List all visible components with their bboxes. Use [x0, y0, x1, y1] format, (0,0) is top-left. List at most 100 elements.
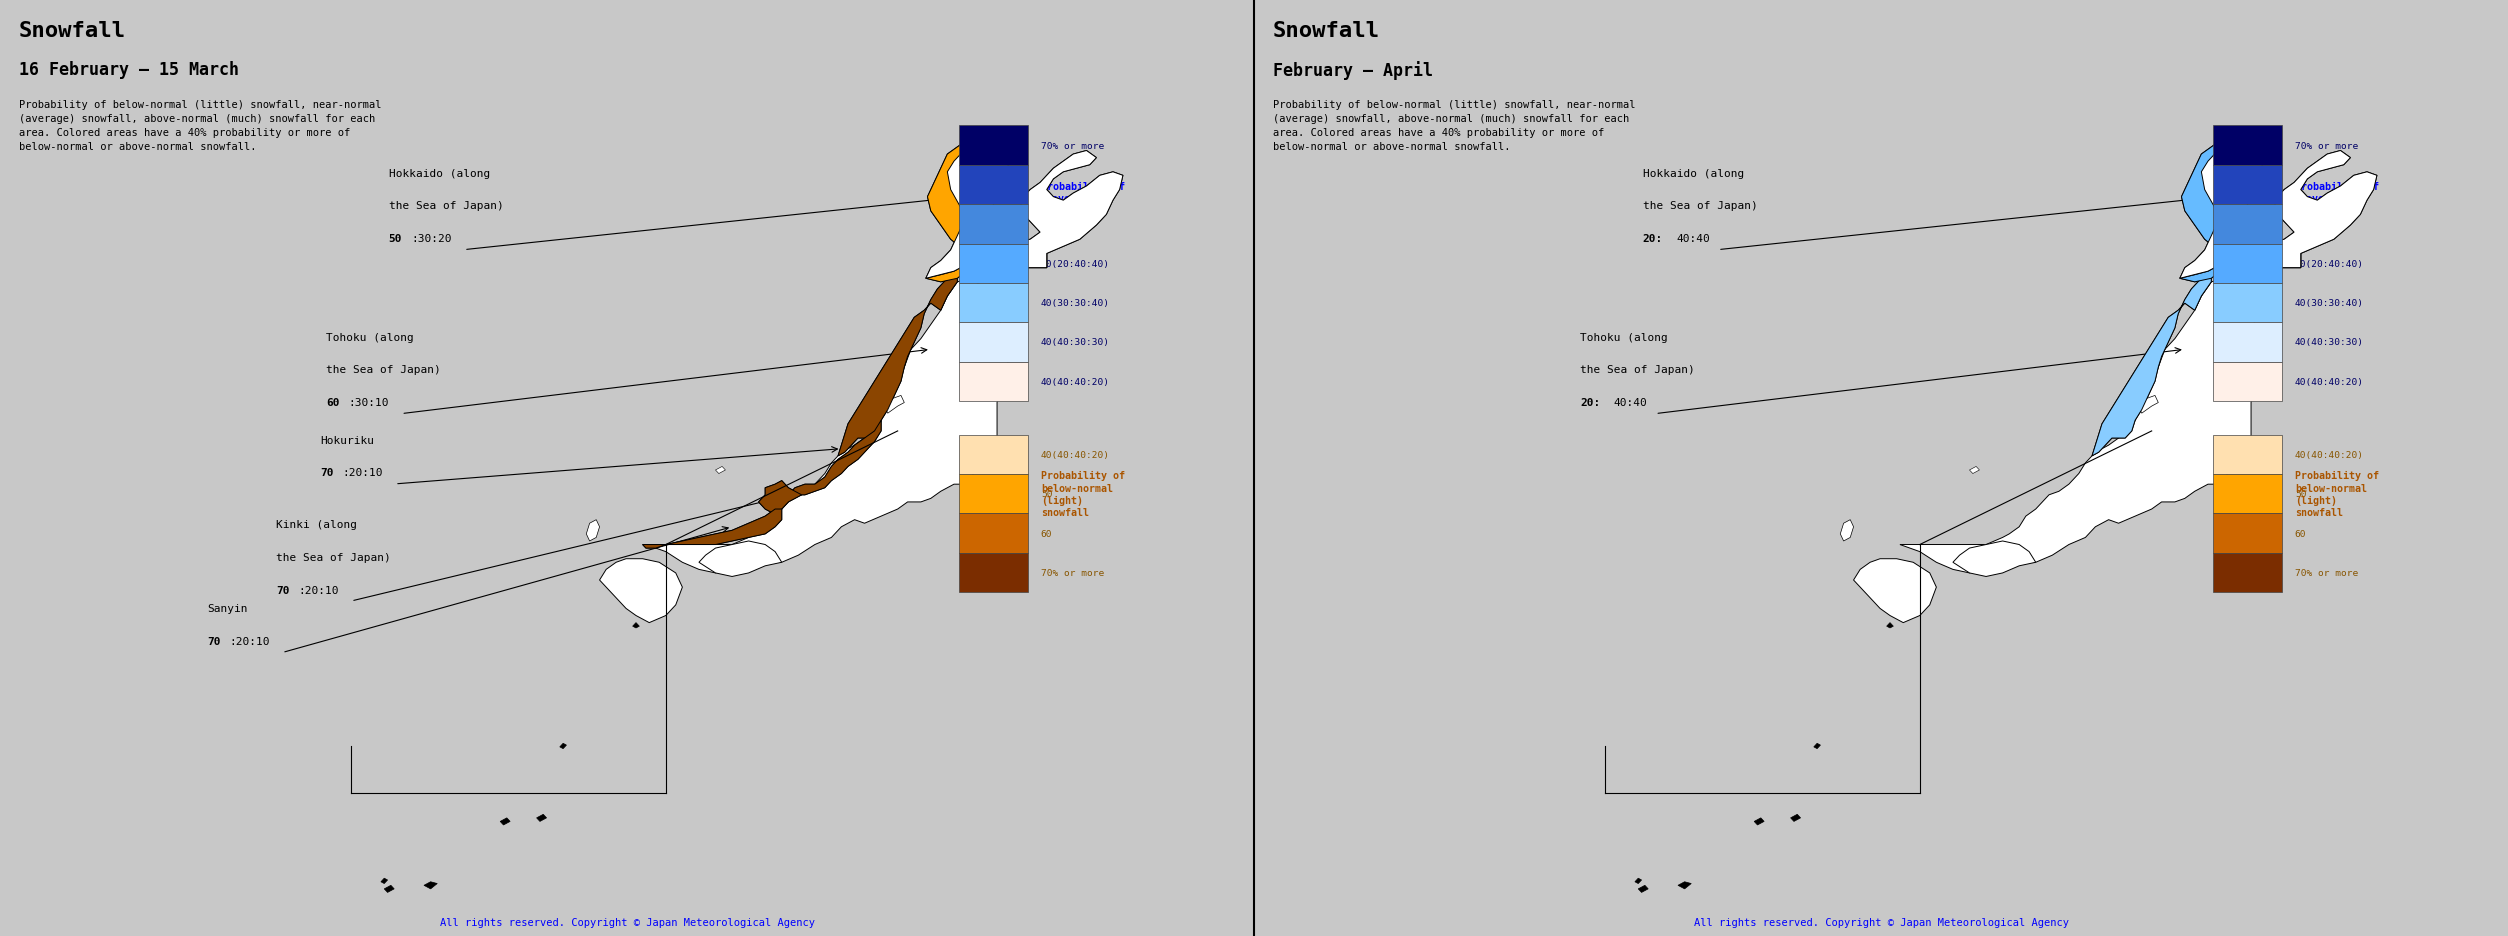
Text: 40(40:40:20): 40(40:40:20)	[1041, 377, 1111, 387]
Bar	[958, 362, 1028, 402]
Polygon shape	[587, 520, 599, 541]
Text: 70% or more: 70% or more	[2295, 568, 2358, 578]
Polygon shape	[647, 279, 1011, 574]
Text: 20:: 20:	[1580, 398, 1600, 408]
Polygon shape	[1813, 743, 1821, 749]
Text: Sanyin: Sanyin	[206, 604, 248, 614]
Bar	[2212, 435, 2282, 475]
Polygon shape	[2092, 275, 2212, 456]
Text: :30:10: :30:10	[349, 398, 389, 408]
Text: Tohoku (along: Tohoku (along	[1580, 332, 1668, 343]
Text: Probability of
above-normal
(heavy)
snowfall: Probability of above-normal (heavy) snow…	[1041, 182, 1124, 228]
Bar	[958, 435, 1028, 475]
Polygon shape	[2179, 144, 2378, 279]
Bar	[958, 166, 1028, 205]
Text: 60: 60	[1041, 181, 1053, 190]
Polygon shape	[757, 481, 803, 513]
Text: Probability of below-normal (little) snowfall, near-normal
(average) snowfall, a: Probability of below-normal (little) sno…	[20, 100, 381, 152]
Bar	[958, 514, 1028, 553]
Bar	[2212, 205, 2282, 244]
Text: Probability of
below-normal
(light)
snowfall: Probability of below-normal (light) snow…	[1041, 471, 1124, 518]
Polygon shape	[1901, 279, 2265, 574]
Bar	[958, 475, 1028, 514]
Text: 40(40:30:30): 40(40:30:30)	[2295, 338, 2365, 347]
Bar	[958, 553, 1028, 592]
Text: 40(20:40:40): 40(20:40:40)	[2295, 259, 2365, 269]
Text: 40(30:30:40): 40(30:30:40)	[1041, 299, 1111, 308]
Text: the Sea of Japan): the Sea of Japan)	[326, 365, 441, 375]
Text: Hokuriku: Hokuriku	[321, 435, 374, 446]
Polygon shape	[700, 541, 782, 577]
Bar	[958, 284, 1028, 323]
Polygon shape	[757, 481, 803, 513]
Polygon shape	[559, 743, 567, 749]
Text: the Sea of Japan): the Sea of Japan)	[1643, 201, 1758, 212]
Polygon shape	[925, 138, 1046, 283]
Polygon shape	[1791, 814, 1801, 822]
Polygon shape	[1841, 520, 1853, 541]
Text: the Sea of Japan): the Sea of Japan)	[389, 201, 504, 212]
Polygon shape	[925, 144, 1124, 279]
Polygon shape	[775, 421, 880, 509]
Polygon shape	[775, 421, 880, 509]
Text: Kinki (along: Kinki (along	[276, 519, 356, 530]
Polygon shape	[381, 878, 389, 884]
Text: 70: 70	[206, 636, 221, 647]
Text: Snowfall: Snowfall	[20, 21, 125, 40]
Polygon shape	[2179, 138, 2300, 283]
Text: 70% or more: 70% or more	[1041, 141, 1104, 151]
Polygon shape	[1853, 559, 1936, 623]
Bar	[2212, 244, 2282, 284]
Polygon shape	[499, 818, 509, 825]
Bar	[958, 126, 1028, 166]
Text: 60: 60	[2295, 529, 2307, 538]
Text: 70: 70	[321, 468, 334, 478]
Bar	[2212, 126, 2282, 166]
Text: :20:10: :20:10	[231, 636, 271, 647]
Text: Probability of below-normal (little) snowfall, near-normal
(average) snowfall, a: Probability of below-normal (little) sno…	[1272, 100, 1635, 152]
Text: All rights reserved. Copyright © Japan Meteorological Agency: All rights reserved. Copyright © Japan M…	[439, 916, 815, 927]
Text: 40(30:30:40): 40(30:30:40)	[2295, 299, 2365, 308]
Bar	[2212, 553, 2282, 592]
Text: Tohoku (along: Tohoku (along	[326, 332, 414, 343]
Bar	[2212, 475, 2282, 514]
Polygon shape	[1638, 885, 1648, 892]
Text: 40(20:40:40): 40(20:40:40)	[1041, 259, 1111, 269]
Bar	[958, 323, 1028, 362]
Polygon shape	[384, 885, 394, 892]
Polygon shape	[838, 275, 958, 456]
Bar	[2212, 514, 2282, 553]
Bar	[2212, 284, 2282, 323]
Text: February – April: February – April	[1272, 61, 1432, 80]
Bar	[2212, 323, 2282, 362]
Polygon shape	[715, 467, 725, 474]
Text: 16 February – 15 March: 16 February – 15 March	[20, 61, 238, 79]
Polygon shape	[1635, 878, 1643, 884]
Text: 60: 60	[1041, 529, 1053, 538]
Text: 40:40: 40:40	[1615, 398, 1648, 408]
Text: 70% or more: 70% or more	[1041, 568, 1104, 578]
Text: Hokkaido (along: Hokkaido (along	[1643, 168, 1743, 179]
Polygon shape	[1753, 818, 1763, 825]
Text: 70: 70	[276, 585, 288, 595]
Text: 40:40: 40:40	[1675, 234, 1710, 244]
Text: :20:10: :20:10	[341, 468, 384, 478]
Text: Snowfall: Snowfall	[1272, 21, 1379, 40]
Text: 60: 60	[2295, 181, 2307, 190]
Polygon shape	[642, 509, 782, 548]
Polygon shape	[2179, 138, 2300, 283]
Text: 50: 50	[1041, 490, 1053, 499]
Text: 40(40:40:20): 40(40:40:20)	[1041, 450, 1111, 460]
Bar	[2212, 166, 2282, 205]
Text: 50: 50	[2295, 220, 2307, 229]
Polygon shape	[1954, 541, 2036, 577]
Text: 50: 50	[389, 234, 401, 244]
Text: Probability of
below-normal
(light)
snowfall: Probability of below-normal (light) snow…	[2295, 471, 2378, 518]
Polygon shape	[1969, 467, 1979, 474]
Bar	[2212, 362, 2282, 402]
Text: Hokkaido (along: Hokkaido (along	[389, 168, 489, 179]
Text: the Sea of Japan): the Sea of Japan)	[1580, 365, 1695, 375]
Text: 40(40:30:30): 40(40:30:30)	[1041, 338, 1111, 347]
Polygon shape	[885, 396, 905, 414]
Polygon shape	[424, 882, 436, 889]
